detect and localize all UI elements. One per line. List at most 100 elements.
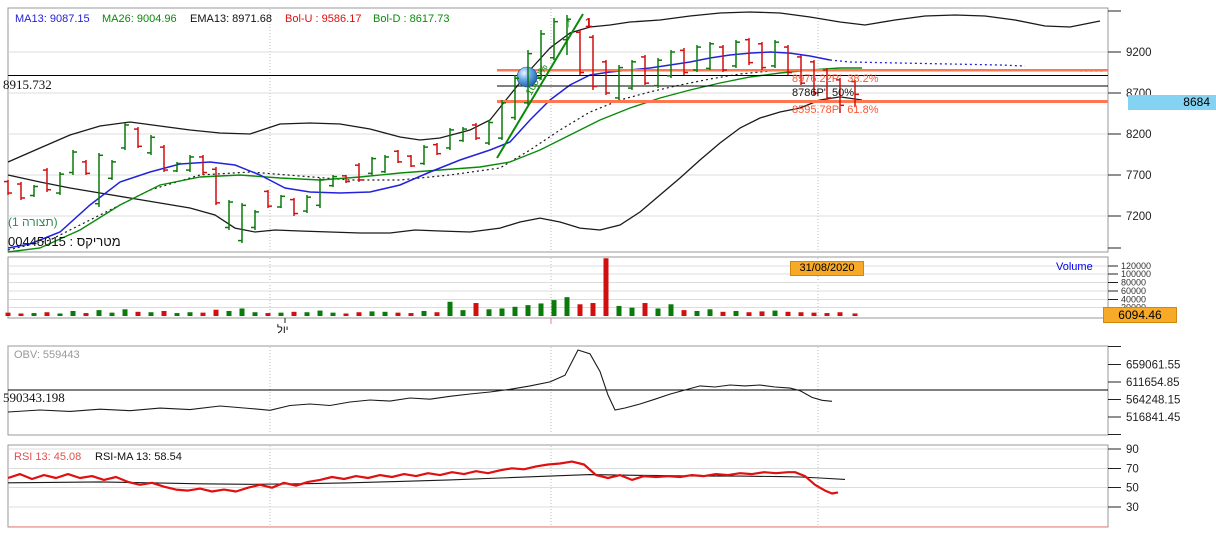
volume-bar	[772, 310, 778, 316]
obv-axis-label: 659061.55	[1126, 360, 1180, 372]
ema13-legend: EMA13: 8971.68	[190, 13, 272, 25]
volume-bar	[239, 308, 245, 316]
rsi-axis-label: 50	[1126, 483, 1139, 495]
volume-bar	[746, 312, 752, 316]
volume-bar	[525, 305, 531, 316]
volume-bar	[577, 304, 583, 316]
volume-bar	[31, 313, 37, 316]
obv-panel[interactable]	[7, 345, 1109, 436]
volume-bar	[720, 311, 726, 316]
volume-bar	[200, 312, 206, 316]
volume-bar	[629, 307, 635, 316]
volume-bar	[798, 312, 804, 316]
last-price-box: 8684	[1128, 95, 1216, 110]
ma13-legend: MA13: 9087.15	[15, 13, 90, 25]
volume-bar	[330, 312, 336, 316]
ma13-line	[7, 51, 831, 249]
volume-bar	[96, 310, 102, 316]
bollinger-lower-legend: Bol-D : 8617.73	[373, 13, 450, 25]
up-arrow-icon: ↑	[565, 15, 572, 30]
rsi-line	[7, 460, 839, 495]
ma13-forecast-line	[829, 59, 1026, 67]
volume-axis-label: 100000	[1121, 269, 1151, 279]
volume-bar	[317, 310, 323, 316]
obv-line	[7, 349, 833, 413]
volume-bar	[590, 303, 596, 316]
volume-bar	[148, 312, 154, 316]
volume-bar	[655, 308, 661, 316]
volume-axis-label: 40000	[1121, 294, 1146, 304]
volume-bar	[759, 311, 765, 316]
volume-bar	[499, 308, 505, 316]
volume-bar	[161, 310, 167, 316]
volume-bar	[395, 312, 401, 316]
rsi-ma-line	[7, 474, 846, 485]
bollinger-upper-legend: Bol-U : 9586.17	[285, 13, 362, 25]
main-panel[interactable]	[7, 7, 1109, 253]
volume-bar	[57, 313, 63, 316]
volume-bar	[252, 312, 258, 316]
obv-axis-label: 611654.85	[1126, 377, 1180, 389]
volume-bar	[421, 310, 427, 316]
volume-bar	[109, 312, 115, 316]
rsi-ma-legend: RSI-MA 13: 58.54	[95, 451, 182, 463]
bollinger-upper-line	[7, 11, 1101, 163]
cursor-volume-box: 6094.46	[1103, 307, 1177, 323]
volume-bar	[460, 310, 466, 316]
volume-bar	[187, 312, 193, 316]
obv-axis-label: 564248.15	[1126, 395, 1180, 407]
rsi-axis-label: 90	[1126, 444, 1139, 456]
fib-382-label: 8976.22P' 38.2%	[792, 73, 879, 85]
obv-axis-label: 516841.45	[1126, 412, 1180, 424]
price-axis-label: 9200	[1126, 47, 1152, 59]
volume-bar	[44, 312, 50, 316]
hline-price-label: 8915.732	[3, 77, 52, 92]
volume-bar	[538, 303, 544, 316]
volume-bar	[70, 310, 76, 316]
rsi-panel[interactable]	[7, 444, 1109, 528]
volume-bar	[135, 311, 141, 316]
volume-bar	[785, 311, 791, 316]
volume-axis-label: 60000	[1121, 286, 1146, 296]
volume-bar	[213, 309, 219, 316]
rsi-chart: 90 70 50 30	[7, 444, 1139, 527]
volume-bar	[512, 306, 518, 316]
ma26-line	[7, 67, 862, 253]
volume-bar	[603, 258, 609, 316]
volume-bar	[824, 313, 830, 316]
fib-50-label: 8786P' 50%	[792, 87, 855, 99]
volume-bar	[564, 297, 570, 316]
volume-bar	[473, 303, 479, 316]
wave-1-label: 1	[585, 15, 592, 30]
volume-bar	[811, 312, 817, 316]
volume-bar	[694, 310, 700, 316]
volume-bar	[668, 304, 674, 316]
volume-bar	[122, 309, 128, 316]
trendline	[496, 13, 584, 159]
volume-axis-label: 120000	[1121, 261, 1151, 271]
volume-bar	[18, 313, 24, 316]
volume-bar	[447, 301, 453, 316]
price-axis-label: 8200	[1126, 129, 1152, 141]
obv-level-label: 590343.198	[3, 390, 65, 405]
volume-legend: Volume	[1056, 261, 1093, 273]
price-axis-label: 7200	[1126, 211, 1152, 223]
volume-bar	[226, 310, 232, 316]
month-tick-label: יול	[277, 324, 289, 336]
volume-chart: 12000010000080000600004000020000	[5, 258, 1151, 324]
volume-bar	[681, 310, 687, 316]
volume-bar	[852, 313, 858, 316]
volume-bar	[369, 311, 375, 316]
ma26-legend: MA26: 9004.96	[102, 13, 177, 25]
template-config-label: (תצורה 1)	[8, 215, 58, 229]
cursor-date-box: 31/08/2020	[790, 261, 864, 276]
volume-bar	[486, 309, 492, 316]
volume-bar	[291, 311, 297, 316]
volume-bar	[278, 312, 284, 316]
obv-chart: 659061.55 611654.85 564248.15 516841.45	[7, 346, 1180, 435]
volume-bar	[83, 313, 89, 316]
sphere-marker	[516, 66, 538, 88]
